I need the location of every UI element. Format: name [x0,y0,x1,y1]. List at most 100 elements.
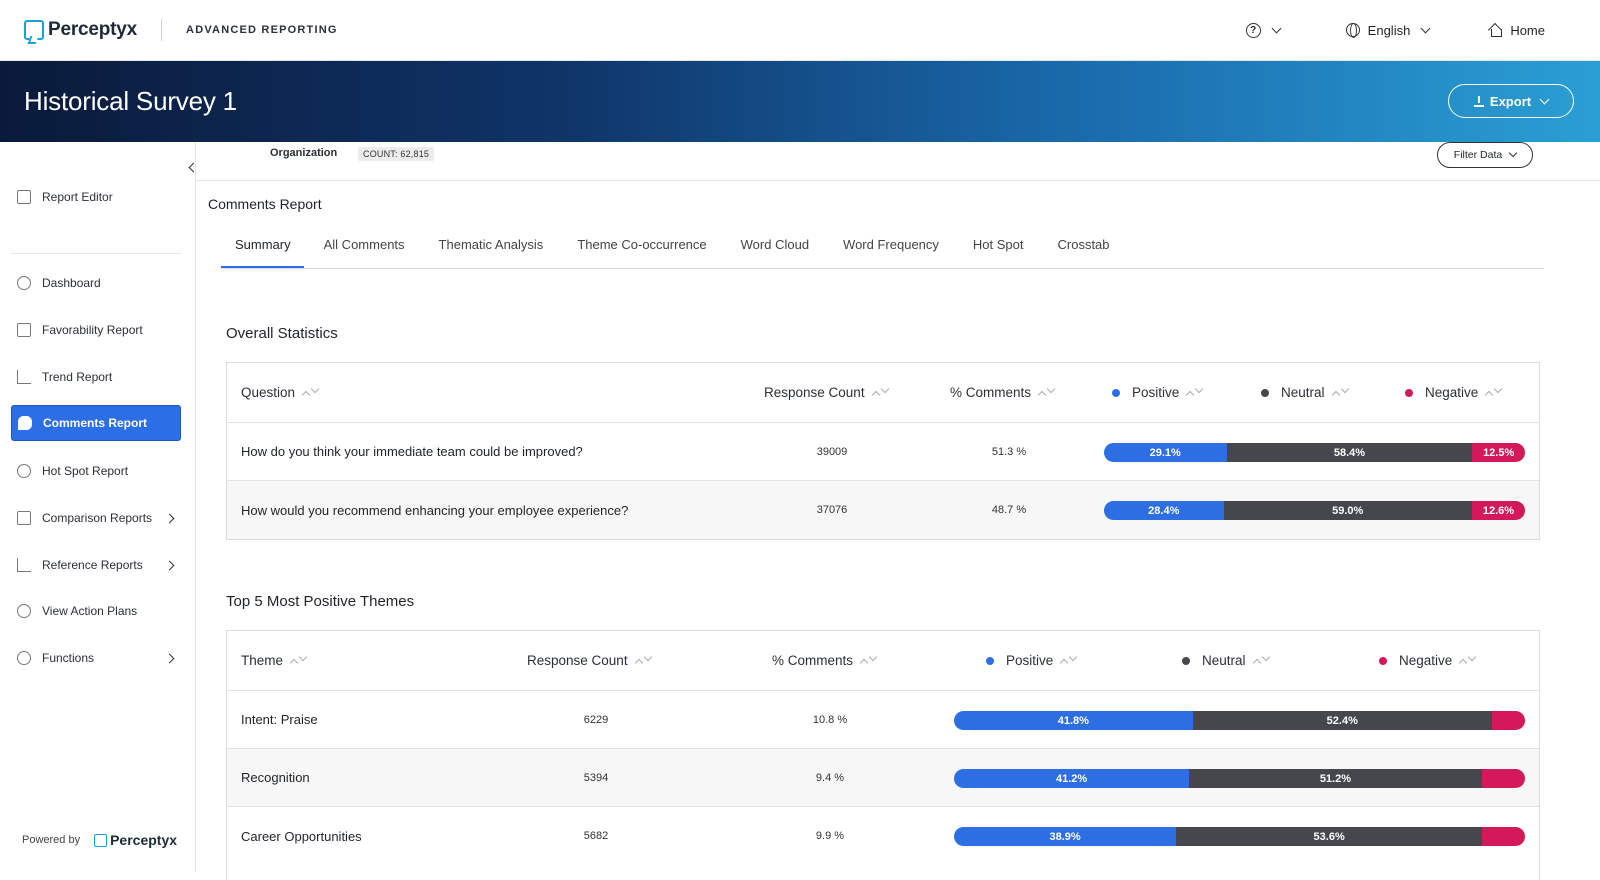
chevron-down-icon [1539,94,1550,104]
column-header-response-count[interactable]: Response Count [527,631,652,690]
sidebar-item-reference-reports[interactable]: Reference Reports [11,547,181,583]
report-tabs: Summary All Comments Thematic Analysis T… [221,228,1544,269]
theme-name: Career Opportunities [241,828,362,844]
theme-name: Recognition [241,770,310,785]
header-label: Question [241,385,296,400]
neutral-dot-icon [1261,388,1269,397]
help-icon: ? [1245,22,1261,38]
sidebar-item-label: Dashboard [42,276,101,290]
sidebar-item-comparison-reports[interactable]: Comparison Reports [11,500,181,536]
sidebar-item-label: Report Editor [42,190,113,204]
header-label: Negative [1399,653,1453,668]
scales-icon [17,511,31,525]
sidebar-item-functions[interactable]: Functions [11,640,181,676]
brand-logo[interactable]: Perceptyx [24,19,137,41]
column-header-pct-comments[interactable]: % Comments [950,363,1056,422]
sidebar-item-trend-report[interactable]: Trend Report [11,359,181,395]
response-count: 6229 [583,713,609,726]
sort-icon [871,384,889,399]
sidebar-item-comments-report[interactable]: Comments Report [11,405,181,441]
sidebar-item-view-action-plans[interactable]: View Action Plans [11,593,181,629]
positive-dot-icon [1112,388,1120,397]
negative-segment [1482,827,1525,846]
tab-word-cloud[interactable]: Word Cloud [740,237,810,252]
gear-icon [17,651,31,665]
sort-icon [859,652,878,667]
sort-icon [1186,384,1204,399]
tab-crosstab[interactable]: Crosstab [1057,237,1110,252]
target-icon [17,464,31,478]
sort-icon [1060,652,1078,667]
header-label: Response Count [764,385,865,400]
sidebar-item-favorability-report[interactable]: Favorability Report [11,312,181,348]
positive-segment: 28.4% [1104,501,1224,520]
sidebar-item-label: Functions [42,651,95,665]
language-selector[interactable]: English [1345,22,1431,38]
help-menu[interactable]: ? [1245,22,1282,38]
table-header-row: Question Response Count % Comments Posit… [227,363,1539,423]
question-text: How would you recommend enhancing your e… [241,502,629,518]
powered-by-label: Powered by [22,834,81,846]
edit-icon [17,190,31,204]
sentiment-bar: 41.2% 51.2% [954,769,1525,788]
column-header-negative[interactable]: Negative [1379,631,1477,690]
home-label: Home [1510,22,1545,38]
sort-icon [634,652,652,667]
pct-comments: 51.3 % [991,445,1027,458]
bar-chart-icon [17,558,31,572]
table-row[interactable]: Intent: Praise 6229 10.8 % 41.8% 52.4% [227,691,1539,749]
chevron-down-icon [1508,148,1518,158]
column-header-question[interactable]: Question [241,363,320,422]
table-row[interactable]: Recognition 5394 9.4 % 41.2% 51.2% [227,749,1539,807]
tab-thematic-analysis[interactable]: Thematic Analysis [438,237,544,252]
overall-statistics-title: Overall Statistics [226,325,338,342]
column-header-neutral[interactable]: Neutral [1182,631,1270,690]
column-header-negative[interactable]: Negative [1405,363,1503,422]
home-link[interactable]: Home [1489,23,1545,38]
table-row[interactable]: How would you recommend enhancing your e… [227,481,1539,539]
sidebar-item-label: Favorability Report [42,323,143,337]
sort-icon [1485,384,1503,399]
tab-theme-co-occurrence[interactable]: Theme Co-occurrence [577,237,707,252]
column-header-neutral[interactable]: Neutral [1261,363,1349,422]
tab-word-frequency[interactable]: Word Frequency [843,237,939,252]
chevron-right-icon [164,653,175,663]
survey-banner: Historical Survey 1 Export [0,61,1600,142]
column-header-theme[interactable]: Theme [241,631,308,690]
column-header-positive[interactable]: Positive [1112,363,1204,422]
negative-dot-icon [1379,656,1387,665]
thumbs-up-icon [17,323,31,337]
sidebar-item-report-editor[interactable]: Report Editor [11,179,181,215]
language-label: English [1367,22,1411,38]
top-bar: Perceptyx ADVANCED REPORTING ? English H… [0,0,1600,61]
column-header-response-count[interactable]: Response Count [764,363,889,422]
tab-summary[interactable]: Summary [221,228,304,268]
gauge-icon [17,276,31,290]
filter-data-button[interactable]: Filter Data [1437,142,1533,168]
column-header-pct-comments[interactable]: % Comments [772,631,878,690]
powered-by-brand: Perceptyx [110,832,178,848]
sidebar-item-hot-spot-report[interactable]: Hot Spot Report [11,453,181,489]
response-count: 39009 [816,445,848,458]
theme-name: Intent: Praise [241,712,318,727]
pct-comments: 9.4 % [815,771,845,784]
sidebar-item-label: Comparison Reports [42,511,153,525]
tab-hot-spot[interactable]: Hot Spot [972,237,1024,252]
positive-themes-table: Theme Response Count % Comments Positive… [226,630,1540,880]
sidebar-item-label: Trend Report [42,370,113,384]
header-label: Neutral [1202,653,1246,668]
sidebar-item-label: Comments Report [43,416,148,430]
column-header-positive[interactable]: Positive [986,631,1078,690]
negative-segment: 12.6% [1471,501,1525,520]
response-count: 37076 [816,504,848,516]
table-row[interactable]: How do you think your immediate team cou… [227,423,1539,481]
header-label: Neutral [1281,385,1325,400]
table-row[interactable]: Career Opportunities 5682 9.9 % 38.9% 53… [227,807,1539,865]
sidebar-item-label: Hot Spot Report [42,464,129,478]
export-button[interactable]: Export [1448,84,1574,118]
sidebar-item-dashboard[interactable]: Dashboard [11,265,181,301]
tab-all-comments[interactable]: All Comments [323,237,405,252]
response-count: 5394 [583,771,609,784]
neutral-segment: 52.4% [1192,711,1492,730]
sidebar: Report Editor Dashboard Favorability Rep… [0,142,199,872]
